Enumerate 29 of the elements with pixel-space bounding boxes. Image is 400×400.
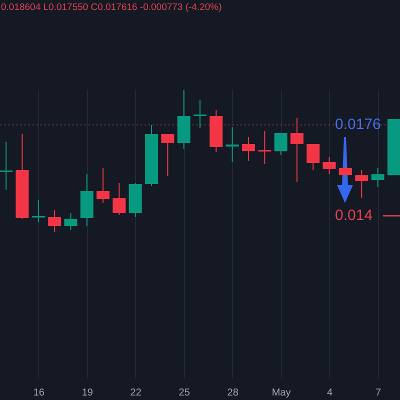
candlestick <box>112 182 126 216</box>
annotation: 0.014 <box>335 207 373 224</box>
x-tick-label: 22 <box>130 388 142 398</box>
x-tick-label: 7 <box>375 388 382 398</box>
candlestick <box>322 156 336 175</box>
candlestick <box>161 134 174 177</box>
candlestick <box>371 167 384 188</box>
candlestick <box>274 132 288 156</box>
x-tick-label: May <box>272 388 291 398</box>
candlestick <box>0 141 13 190</box>
candlestick <box>242 136 255 162</box>
candlestick <box>258 130 272 164</box>
candlestick <box>290 117 304 183</box>
x-tick-label: 16 <box>33 388 45 398</box>
x-tick-label: 4 <box>327 388 333 398</box>
x-tick-label: 25 <box>178 388 190 398</box>
candlestick <box>32 200 45 223</box>
candlestick <box>194 99 206 129</box>
chart-title: 0.018604 L0.017550 C0.017616 -0.000773 (-4.20%) <box>1 2 222 13</box>
x-tick-label: 19 <box>82 388 94 398</box>
annotation: 0.0176 <box>335 116 381 133</box>
candlestick <box>355 169 368 199</box>
candlestick <box>226 126 239 162</box>
candlestick <box>338 165 352 178</box>
candlestick <box>48 210 62 233</box>
candlestick <box>64 212 78 231</box>
candlestick <box>96 167 110 204</box>
candlestick <box>306 143 320 170</box>
x-tick-label: 28 <box>227 388 239 398</box>
